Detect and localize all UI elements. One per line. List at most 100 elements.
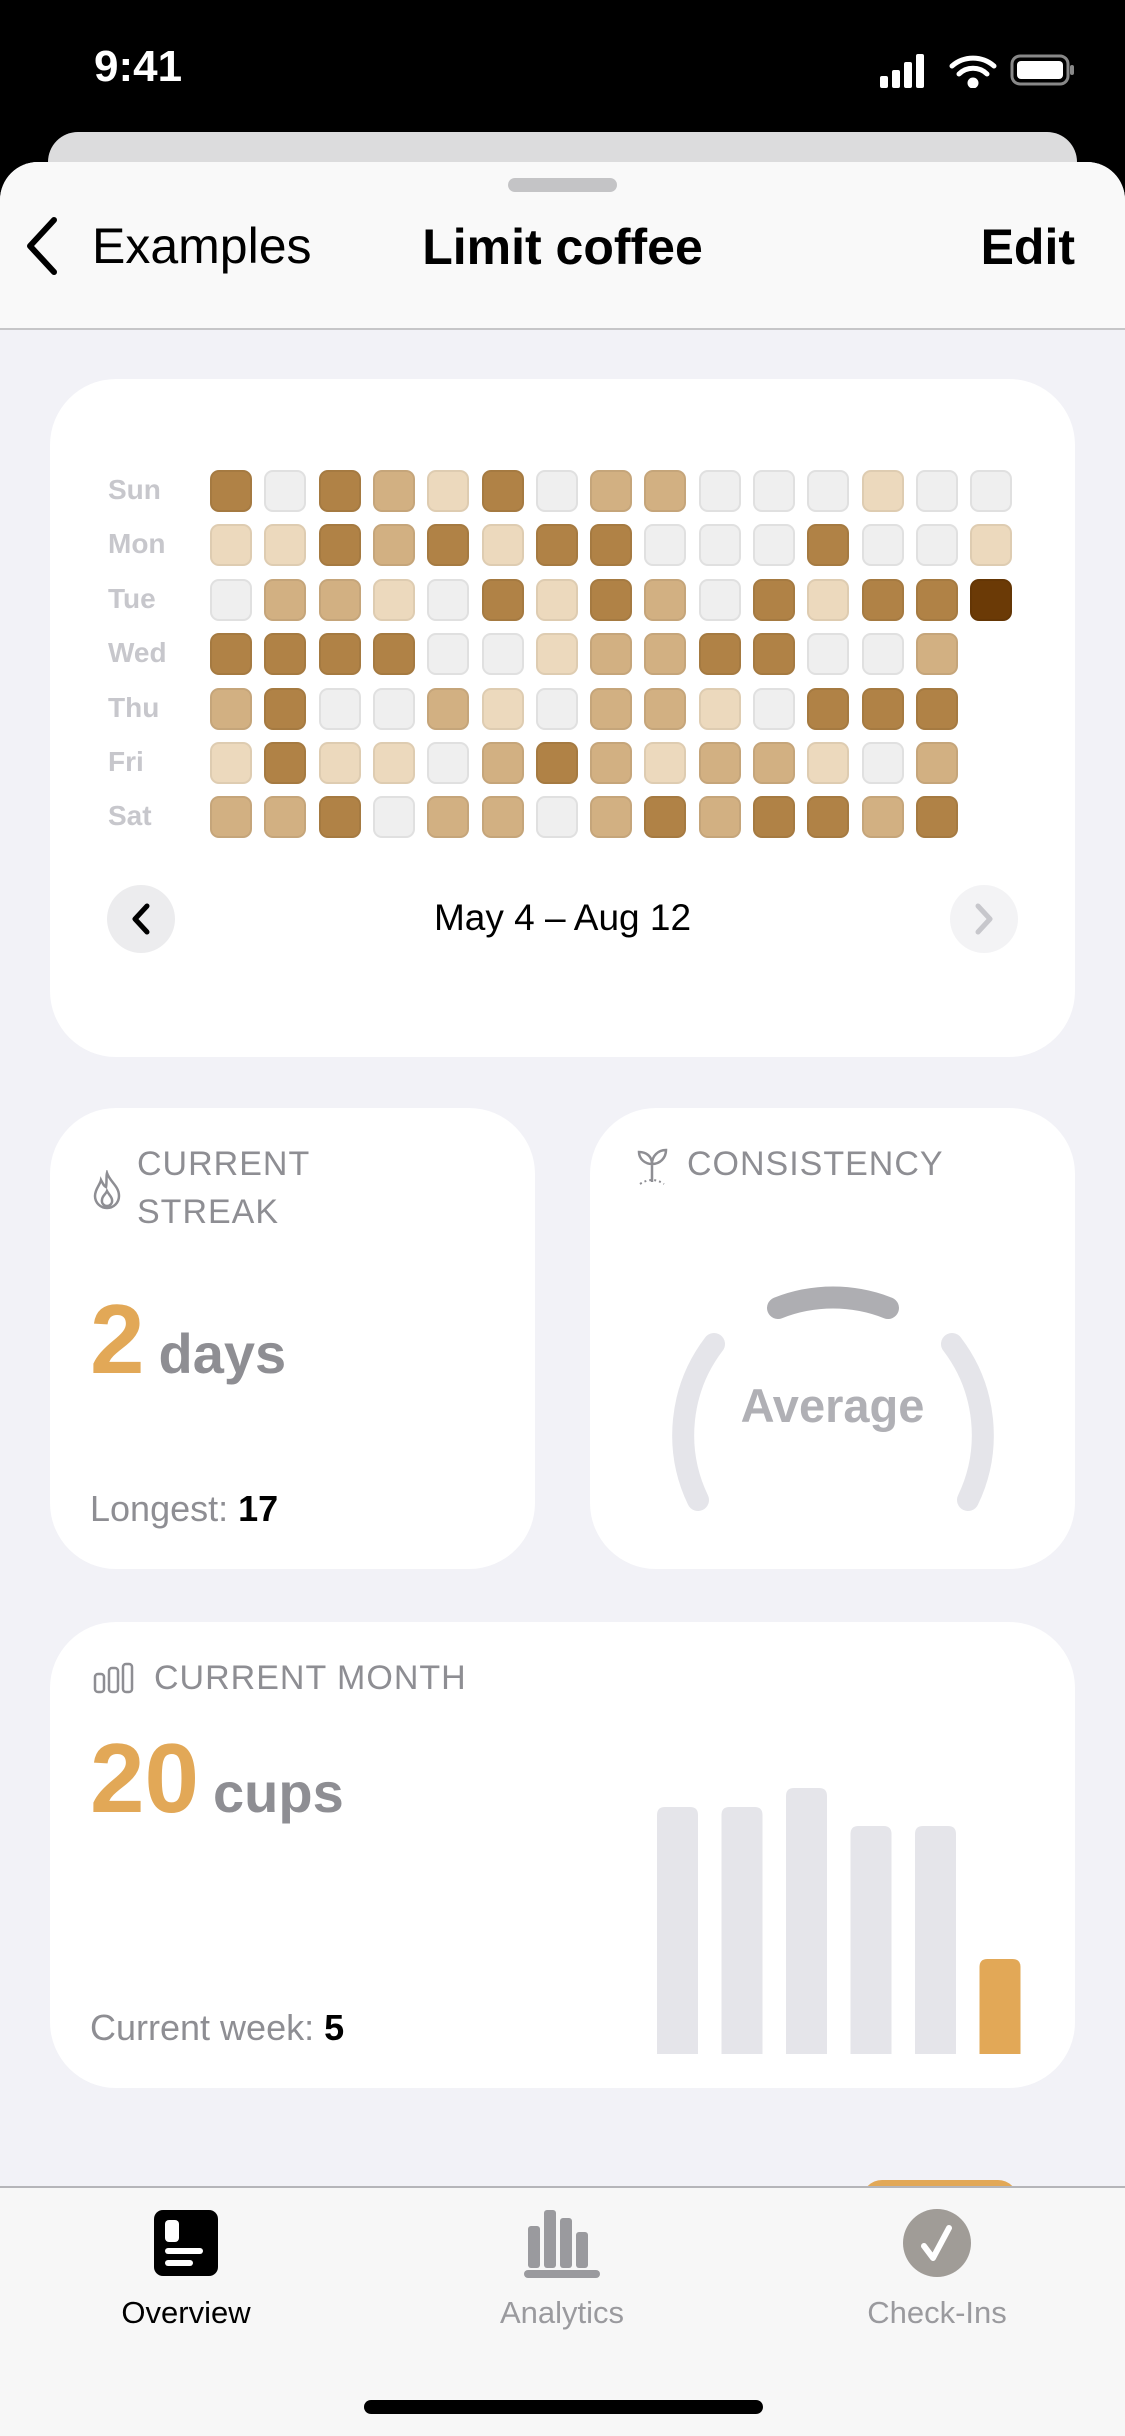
heatmap-cell[interactable]: [318, 470, 361, 512]
heatmap-cell[interactable]: [264, 633, 307, 676]
heatmap-cell[interactable]: [590, 796, 633, 839]
heatmap-cell[interactable]: [372, 470, 415, 512]
heatmap-cell[interactable]: [318, 796, 361, 839]
heatmap-cell[interactable]: [915, 796, 958, 839]
heatmap-cell[interactable]: [753, 578, 795, 621]
heatmap-cell[interactable]: [481, 470, 524, 512]
heatmap-cell[interactable]: [372, 524, 415, 567]
heatmap-cell[interactable]: [590, 470, 633, 512]
heatmap-cell[interactable]: [535, 524, 578, 567]
heatmap-cell[interactable]: [535, 742, 578, 784]
heatmap-cell[interactable]: [210, 796, 252, 839]
heatmap-cell[interactable]: [861, 633, 904, 676]
heatmap-cell[interactable]: [590, 742, 633, 784]
heatmap-cell[interactable]: [264, 524, 307, 567]
heatmap-cell[interactable]: [644, 578, 687, 621]
heatmap-cell[interactable]: [427, 578, 470, 621]
heatmap-cell[interactable]: [915, 742, 958, 784]
heatmap-cell[interactable]: [753, 633, 795, 676]
heatmap-cell[interactable]: [210, 687, 252, 730]
heatmap-cell[interactable]: [861, 687, 904, 730]
heatmap-cell[interactable]: [318, 633, 361, 676]
heatmap-cell[interactable]: [970, 524, 1013, 567]
heatmap-cell[interactable]: [372, 578, 415, 621]
heatmap-cell[interactable]: [644, 687, 687, 730]
heatmap-cell[interactable]: [210, 524, 252, 567]
heatmap-cell[interactable]: [210, 578, 252, 621]
heatmap-cell[interactable]: [264, 470, 307, 512]
heatmap-cell[interactable]: [535, 796, 578, 839]
next-range-button[interactable]: [950, 885, 1018, 953]
tab-analytics[interactable]: Analytics: [432, 2208, 692, 2331]
heatmap-cell[interactable]: [481, 687, 524, 730]
home-indicator[interactable]: [364, 2400, 763, 2414]
heatmap-cell[interactable]: [318, 578, 361, 621]
heatmap-cell[interactable]: [481, 796, 524, 839]
heatmap-cell[interactable]: [427, 524, 470, 567]
heatmap-cell[interactable]: [427, 687, 470, 730]
heatmap-cell[interactable]: [481, 578, 524, 621]
heatmap-cell[interactable]: [590, 524, 633, 567]
heatmap-cell[interactable]: [644, 633, 687, 676]
heatmap-cell[interactable]: [481, 524, 524, 567]
heatmap-cell[interactable]: [807, 796, 850, 839]
heatmap-cell[interactable]: [427, 633, 470, 676]
heatmap-cell[interactable]: [807, 470, 850, 512]
back-button[interactable]: Examples: [22, 214, 312, 278]
heatmap-cell[interactable]: [372, 687, 415, 730]
heatmap-cell[interactable]: [644, 796, 687, 839]
heatmap-cell[interactable]: [481, 742, 524, 784]
heatmap-cell[interactable]: [590, 687, 633, 730]
heatmap-cell[interactable]: [698, 524, 741, 567]
heatmap-cell[interactable]: [807, 742, 850, 784]
heatmap-cell[interactable]: [807, 633, 850, 676]
heatmap-cell[interactable]: [753, 524, 795, 567]
heatmap-cell[interactable]: [372, 742, 415, 784]
heatmap-cell[interactable]: [264, 796, 307, 839]
heatmap-cell[interactable]: [698, 470, 741, 512]
heatmap-cell[interactable]: [535, 633, 578, 676]
heatmap-cell[interactable]: [264, 578, 307, 621]
heatmap-cell[interactable]: [753, 470, 795, 512]
heatmap-cell[interactable]: [372, 633, 415, 676]
heatmap-cell[interactable]: [644, 524, 687, 567]
heatmap-cell[interactable]: [861, 796, 904, 839]
heatmap-cell[interactable]: [535, 578, 578, 621]
heatmap-cell[interactable]: [915, 578, 958, 621]
heatmap-cell[interactable]: [372, 796, 415, 839]
heatmap-cell[interactable]: [861, 742, 904, 784]
edit-button[interactable]: Edit: [980, 219, 1075, 275]
heatmap-cell[interactable]: [590, 578, 633, 621]
heatmap-cell[interactable]: [915, 524, 958, 567]
heatmap-cell[interactable]: [590, 633, 633, 676]
heatmap-cell[interactable]: [644, 470, 687, 512]
tab-overview[interactable]: Overview: [56, 2208, 316, 2331]
heatmap-cell[interactable]: [698, 578, 741, 621]
heatmap-cell[interactable]: [970, 470, 1013, 512]
sheet-grabber[interactable]: [508, 178, 617, 192]
current-month-card[interactable]: CURRENT MONTH 20 cups Current week: 5: [50, 1622, 1075, 2088]
heatmap-cell[interactable]: [264, 687, 307, 730]
heatmap-cell[interactable]: [753, 687, 795, 730]
current-streak-card[interactable]: CURRENT STREAK 2 days Longest: 17: [50, 1108, 535, 1569]
heatmap-cell[interactable]: [318, 687, 361, 730]
heatmap-cell[interactable]: [807, 524, 850, 567]
heatmap-cell[interactable]: [698, 633, 741, 676]
heatmap-cell[interactable]: [861, 470, 904, 512]
heatmap-cell[interactable]: [807, 687, 850, 730]
heatmap-cell[interactable]: [318, 524, 361, 567]
heatmap-cell[interactable]: [861, 578, 904, 621]
heatmap-cell[interactable]: [698, 687, 741, 730]
heatmap-cell[interactable]: [427, 742, 470, 784]
heatmap-cell[interactable]: [210, 742, 252, 784]
heatmap-cell[interactable]: [535, 687, 578, 730]
heatmap-cell[interactable]: [698, 742, 741, 784]
heatmap-cell[interactable]: [915, 470, 958, 512]
heatmap-cell[interactable]: [807, 578, 850, 621]
heatmap-cell[interactable]: [481, 633, 524, 676]
previous-range-button[interactable]: [107, 885, 175, 953]
heatmap-cell[interactable]: [535, 470, 578, 512]
heatmap-cell[interactable]: [970, 578, 1013, 621]
heatmap-cell[interactable]: [427, 470, 470, 512]
heatmap-cell[interactable]: [915, 687, 958, 730]
